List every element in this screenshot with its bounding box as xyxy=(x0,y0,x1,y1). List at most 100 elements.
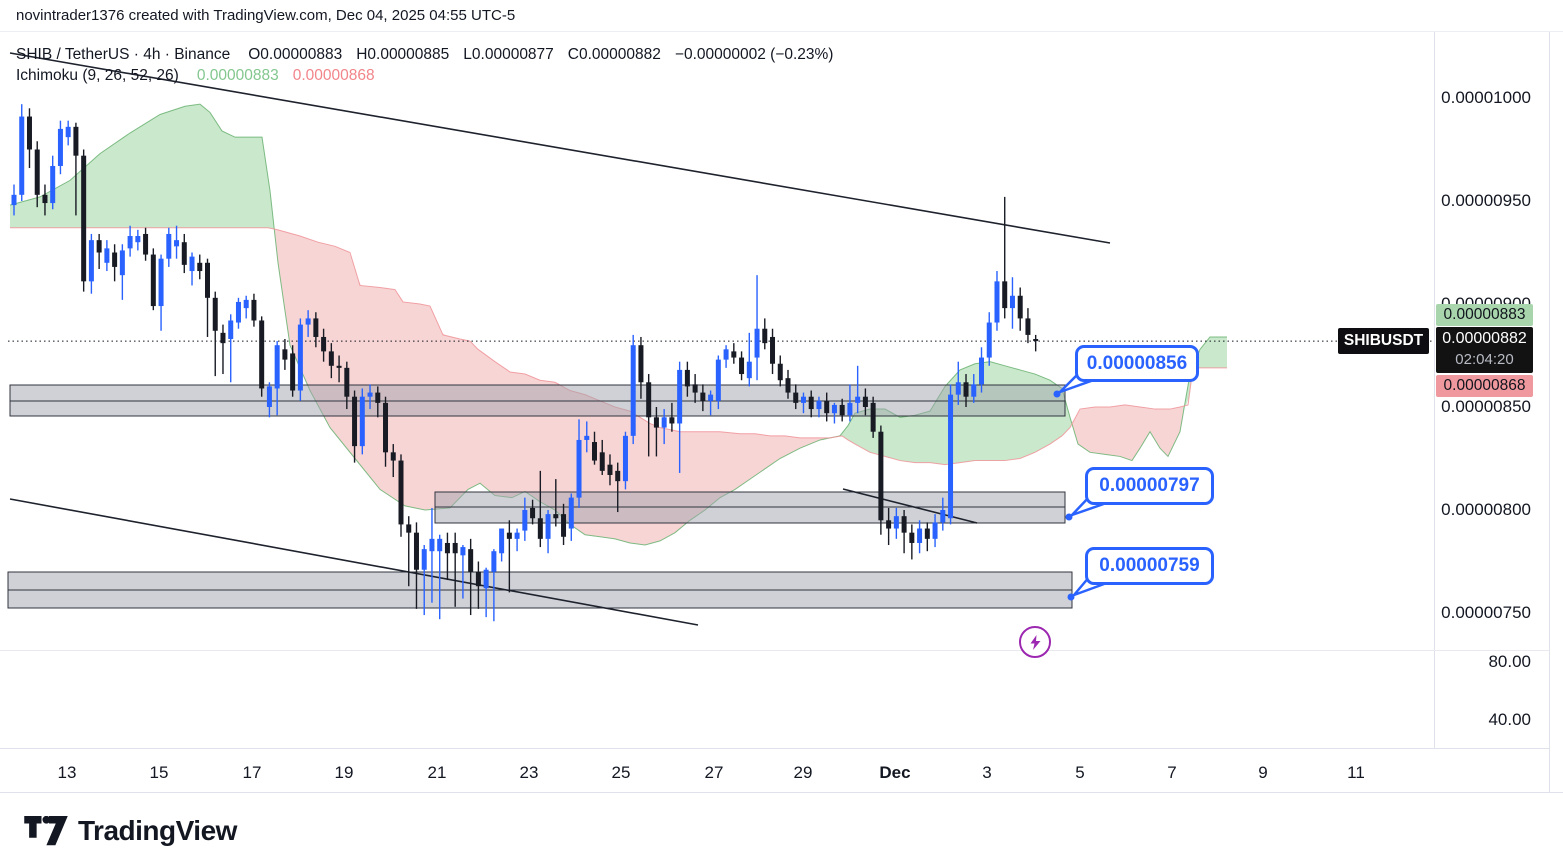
low-value: 0.00000877 xyxy=(471,46,554,63)
price-callout-797[interactable]: 0.00000797 xyxy=(1085,467,1214,505)
candle-body xyxy=(174,240,180,247)
time-tick-label: 13 xyxy=(57,763,77,782)
candle-body xyxy=(274,345,280,389)
candle-body xyxy=(42,194,48,204)
candle-body xyxy=(622,435,628,482)
candle-body xyxy=(475,571,481,587)
tradingview-logo[interactable]: TradingView xyxy=(23,812,237,850)
footer-border xyxy=(0,792,1563,793)
right-edge-border xyxy=(1549,31,1550,792)
candle-body xyxy=(135,236,141,243)
candle-body xyxy=(228,320,234,340)
time-tick-label: 19 xyxy=(334,763,354,782)
candle-body xyxy=(205,262,210,298)
candle-body xyxy=(73,126,79,156)
time-tick-label: 27 xyxy=(704,763,724,782)
high-value: 0.00000885 xyxy=(367,46,450,63)
chart-legend[interactable]: SHIB / TetherUS · 4h · Binance O0.0000088… xyxy=(16,44,833,86)
candle-body xyxy=(948,394,954,519)
candle-body xyxy=(19,116,25,195)
time-tick-label: Dec xyxy=(879,763,911,782)
candle-body xyxy=(336,365,342,368)
candle-body xyxy=(669,417,675,424)
senkou-b-value: 0.00000868 xyxy=(292,67,375,84)
candle-body xyxy=(723,349,729,360)
candle-body xyxy=(197,262,203,272)
candle-body xyxy=(421,549,427,570)
symbol-title[interactable]: SHIB / TetherUS · 4h · Binance xyxy=(16,46,231,63)
time-tick-label: 7 xyxy=(1167,763,1177,782)
candle-body xyxy=(971,384,977,397)
candle-body xyxy=(344,367,350,397)
candle-body xyxy=(824,400,830,414)
candle-body xyxy=(932,522,938,539)
candle-body xyxy=(638,345,644,383)
price-tick-label: 0.00000750 xyxy=(1441,603,1531,622)
candle-body xyxy=(1033,339,1039,342)
candle-body xyxy=(994,281,1000,323)
pane-divider[interactable] xyxy=(0,650,1549,651)
price-callout-759[interactable]: 0.00000759 xyxy=(1085,547,1214,585)
candle-body xyxy=(592,442,597,461)
last-price-value: 0.00000882 xyxy=(1442,330,1527,347)
candle-body xyxy=(909,532,915,543)
indicator-row: Ichimoku (9, 26, 52, 26) 0.00000883 0.0000… xyxy=(16,65,833,86)
candle-body xyxy=(243,299,249,309)
candle-body xyxy=(708,394,714,401)
price-callout-856[interactable]: 0.00000856 xyxy=(1075,345,1199,382)
candle-body xyxy=(212,297,218,331)
candle-body xyxy=(561,514,567,537)
candle-body xyxy=(870,402,876,432)
candle-body xyxy=(352,396,358,447)
indicator-scale-label: 40.00 xyxy=(1488,710,1531,729)
candle-body xyxy=(57,128,63,166)
candle-body xyxy=(777,363,783,381)
candle-body xyxy=(530,507,536,519)
candle-body xyxy=(607,464,613,475)
candle-body xyxy=(499,528,505,554)
candle-body xyxy=(468,549,474,572)
close-label: C xyxy=(567,46,579,63)
candle-body xyxy=(290,353,296,391)
price-tick-label: 0.00000850 xyxy=(1441,397,1531,416)
candle-body xyxy=(901,516,907,533)
candle-body xyxy=(979,357,984,385)
time-tick-label: 21 xyxy=(427,763,447,782)
candle-body xyxy=(406,524,412,533)
candle-body xyxy=(1009,295,1015,309)
symbol-ohlc-row: SHIB / TetherUS · 4h · Binance O0.0000088… xyxy=(16,44,833,65)
candle-body xyxy=(715,359,721,401)
candle-body xyxy=(793,392,799,403)
candle-body xyxy=(553,514,559,519)
candle-body xyxy=(127,236,133,249)
candle-body xyxy=(770,336,776,364)
candle-body xyxy=(50,165,56,204)
candle-body xyxy=(762,328,768,344)
indicator-scale-label: 80.00 xyxy=(1488,652,1531,671)
callout-anchor-dot xyxy=(1053,390,1061,398)
lightning-icon[interactable] xyxy=(1019,626,1051,658)
candle-body xyxy=(328,351,334,366)
last-price-badge: 0.00000882 02:04:20 xyxy=(1436,327,1533,373)
candle-body xyxy=(862,396,868,407)
ichimoku-label[interactable]: Ichimoku (9, 26, 52, 26) xyxy=(16,67,179,84)
candle-body xyxy=(359,396,365,447)
candle-body xyxy=(878,431,884,521)
candle-body xyxy=(220,332,226,344)
candle-body xyxy=(491,551,497,572)
candle-body xyxy=(189,256,195,272)
candle-body xyxy=(1025,318,1031,335)
low-label: L xyxy=(463,46,472,63)
candle-body xyxy=(282,349,288,360)
candle-body xyxy=(839,404,845,416)
candle-body xyxy=(630,345,636,436)
candlesticks-layer xyxy=(11,104,1039,622)
candle-body xyxy=(506,532,512,539)
candle-body xyxy=(831,404,837,414)
symbol-name-badge: SHIBUSDT xyxy=(1338,328,1429,354)
candle-body xyxy=(11,194,17,206)
candle-body xyxy=(847,402,853,416)
candle-body xyxy=(1002,281,1008,309)
